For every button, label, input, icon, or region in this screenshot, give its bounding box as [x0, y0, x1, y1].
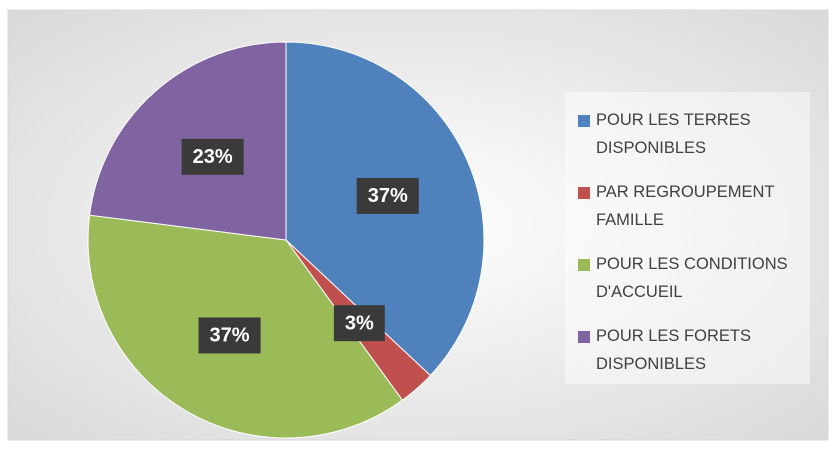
legend-item: POUR LES TERRES DISPONIBLES: [578, 110, 811, 162]
data-label: 37%: [210, 325, 250, 347]
legend: POUR LES TERRES DISPONIBLES PAR REGROUPEM…: [565, 92, 810, 384]
legend-item: PAR REGROUPEMENT FAMILLE: [578, 182, 811, 234]
data-label-box: [333, 305, 385, 342]
legend-item: POUR LES FORETS DISPONIBLES: [578, 326, 811, 378]
legend-swatch: [578, 115, 590, 127]
legend-item: POUR LES CONDITIONS D'ACCUEIL: [578, 254, 811, 306]
data-label: 37%: [368, 185, 408, 207]
data-label-box: [181, 138, 244, 175]
legend-swatch: [578, 259, 590, 271]
legend-swatch: [578, 331, 590, 343]
legend-label: POUR LES TERRES DISPONIBLES: [596, 111, 751, 157]
legend-swatch: [578, 187, 590, 199]
data-label: 23%: [193, 146, 233, 168]
legend-label: POUR LES FORETS DISPONIBLES: [596, 327, 751, 373]
pie: [87, 41, 485, 439]
data-label: 3%: [345, 312, 374, 334]
legend-label: POUR LES CONDITIONS D'ACCUEIL: [596, 255, 788, 301]
data-labels: 37% 3% 37% 23%: [181, 138, 419, 354]
data-label-box: [356, 177, 419, 214]
legend-label: PAR REGROUPEMENT FAMILLE: [596, 183, 775, 229]
data-label-box: [198, 317, 261, 354]
